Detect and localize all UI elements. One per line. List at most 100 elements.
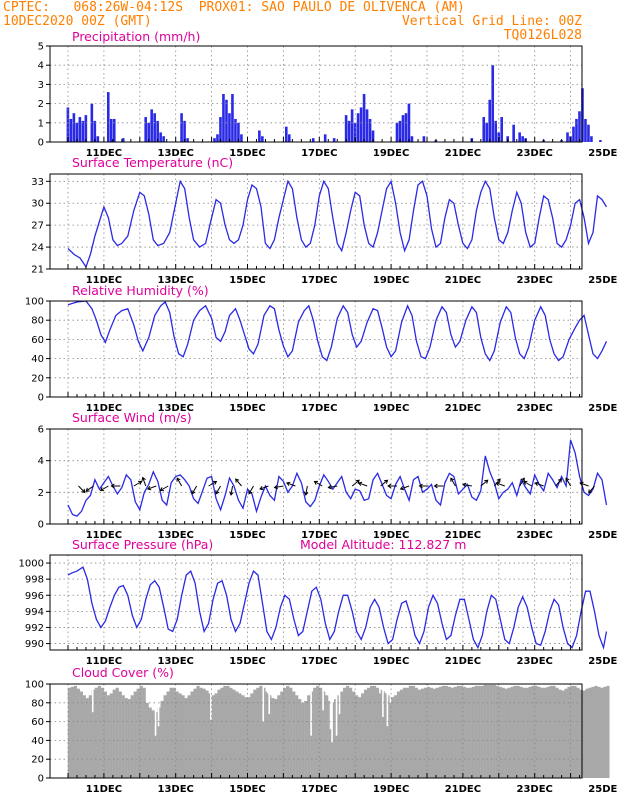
- cloud-bar: [121, 695, 125, 778]
- cloud-bar: [597, 686, 601, 778]
- x-tick-label: 21DEC: [445, 403, 481, 414]
- cloud-bar: [552, 685, 556, 778]
- precip-bar: [150, 109, 153, 142]
- cloud-bar: [130, 695, 134, 778]
- cloud-bar: [349, 687, 353, 778]
- y-tick-label: 20: [31, 373, 44, 384]
- y-tick-label: 100: [25, 297, 44, 308]
- cloud-bar: [193, 688, 197, 778]
- cloud-bar: [136, 688, 140, 778]
- precip-bar: [66, 107, 70, 142]
- cloud-bar: [85, 698, 89, 778]
- cloud-bar: [363, 689, 368, 778]
- cloud-gap: [335, 684, 338, 736]
- x-tick-label: 21DEC: [445, 656, 481, 667]
- cloud-bar: [187, 695, 191, 778]
- cloud-gap: [262, 684, 265, 722]
- precip-bar: [147, 122, 150, 142]
- x-tick-label: 19DEC: [373, 530, 409, 541]
- cloud-bar: [154, 712, 158, 778]
- wind-arrow: [100, 485, 109, 491]
- header-coords: 068:26W-04:12S: [73, 0, 184, 15]
- cloud-gap: [210, 684, 212, 720]
- cloud-bar: [408, 685, 413, 778]
- y-tick-label: 33: [31, 177, 44, 188]
- cloud-bar: [103, 691, 107, 778]
- cloud-bar: [100, 687, 104, 778]
- x-tick-label: 17DEC: [301, 656, 337, 667]
- y-tick-label: 998: [25, 575, 44, 586]
- x-tick-label: 23DEC: [517, 148, 553, 159]
- cloud-bar: [453, 686, 457, 778]
- wind-arrow: [78, 485, 86, 493]
- precip-bar: [258, 130, 261, 142]
- cloud-bar: [76, 688, 80, 778]
- cloud-bar: [220, 687, 224, 778]
- cloud-bar: [582, 690, 586, 778]
- cloud-bar: [109, 693, 113, 778]
- model-altitude-label: Model Altitude: 112.827 m: [300, 537, 466, 552]
- wind-arrow: [400, 485, 410, 490]
- precip-bar: [162, 136, 165, 142]
- cloud-bar: [325, 695, 329, 778]
- cloud-gap: [91, 684, 94, 713]
- cloud-gap: [389, 684, 392, 703]
- wind-arrow: [147, 485, 157, 490]
- cloud-bar: [214, 693, 218, 778]
- y-tick-label: 994: [25, 607, 44, 618]
- precip-bar: [96, 136, 100, 142]
- wind-arrow-head: [523, 480, 528, 485]
- x-tick-label: 19DEC: [373, 275, 409, 286]
- cloud-bar: [375, 687, 380, 778]
- wind-arrow-head: [534, 481, 539, 487]
- cloud-bar: [483, 684, 487, 778]
- cloud-bar: [438, 686, 442, 778]
- precip-bar: [407, 103, 411, 142]
- cloud-bar: [522, 687, 526, 778]
- wind-arrow: [535, 482, 544, 487]
- wind-arrow-head: [146, 486, 152, 491]
- cloud-bar: [399, 689, 404, 778]
- y-tick-label: 1000: [19, 559, 44, 570]
- cloud-bar: [283, 687, 287, 778]
- cloud-bar: [459, 685, 463, 778]
- cloud-bar: [378, 689, 383, 778]
- cloud-bar: [576, 687, 580, 778]
- wind-arrow: [274, 485, 284, 489]
- header-source: CPTEC: 068:26W-04:12S PROX01: SAO PAULO …: [3, 1, 465, 15]
- y-tick-label: 5: [38, 42, 44, 53]
- cloud-bar: [579, 689, 583, 778]
- cloud-bar: [172, 687, 176, 778]
- cloud-bar: [223, 685, 227, 778]
- x-tick-label: 15DEC: [229, 148, 265, 159]
- precip-bar: [81, 120, 85, 142]
- x-tick-label: 21DEC: [445, 148, 481, 159]
- precip-bar: [599, 140, 602, 142]
- precip-bar: [368, 118, 372, 142]
- cloud-bar: [67, 687, 71, 778]
- y-tick-label: 20: [31, 755, 44, 766]
- wind-arrow-head: [248, 490, 253, 495]
- cloud-bar: [471, 686, 475, 778]
- cloud-bar: [588, 687, 592, 778]
- wind-arrow-head: [303, 491, 309, 496]
- panel-title: Surface Wind (m/s): [72, 410, 192, 425]
- x-tick-label: 15DEC: [229, 784, 265, 795]
- precip-bar: [153, 113, 156, 142]
- cloud-bar: [402, 687, 407, 778]
- wind-arrow: [555, 478, 562, 487]
- x-tick-label: 17DEC: [301, 530, 337, 541]
- x-tick-label: 13DEC: [158, 784, 194, 795]
- cloud-bar: [600, 687, 604, 778]
- cloud-bar: [540, 687, 544, 778]
- header-date: 10DEC2020 00Z (GMT): [3, 14, 152, 29]
- header-vertical-grid: Vertical Grid Line: 00Z: [401, 14, 582, 29]
- wind-arrow-head: [191, 490, 196, 495]
- cloud-bar: [372, 685, 377, 778]
- wind-arrow-head: [273, 484, 278, 490]
- cloud-bar: [432, 688, 436, 778]
- wind-arrow: [142, 477, 147, 487]
- y-tick-label: 3: [38, 80, 44, 91]
